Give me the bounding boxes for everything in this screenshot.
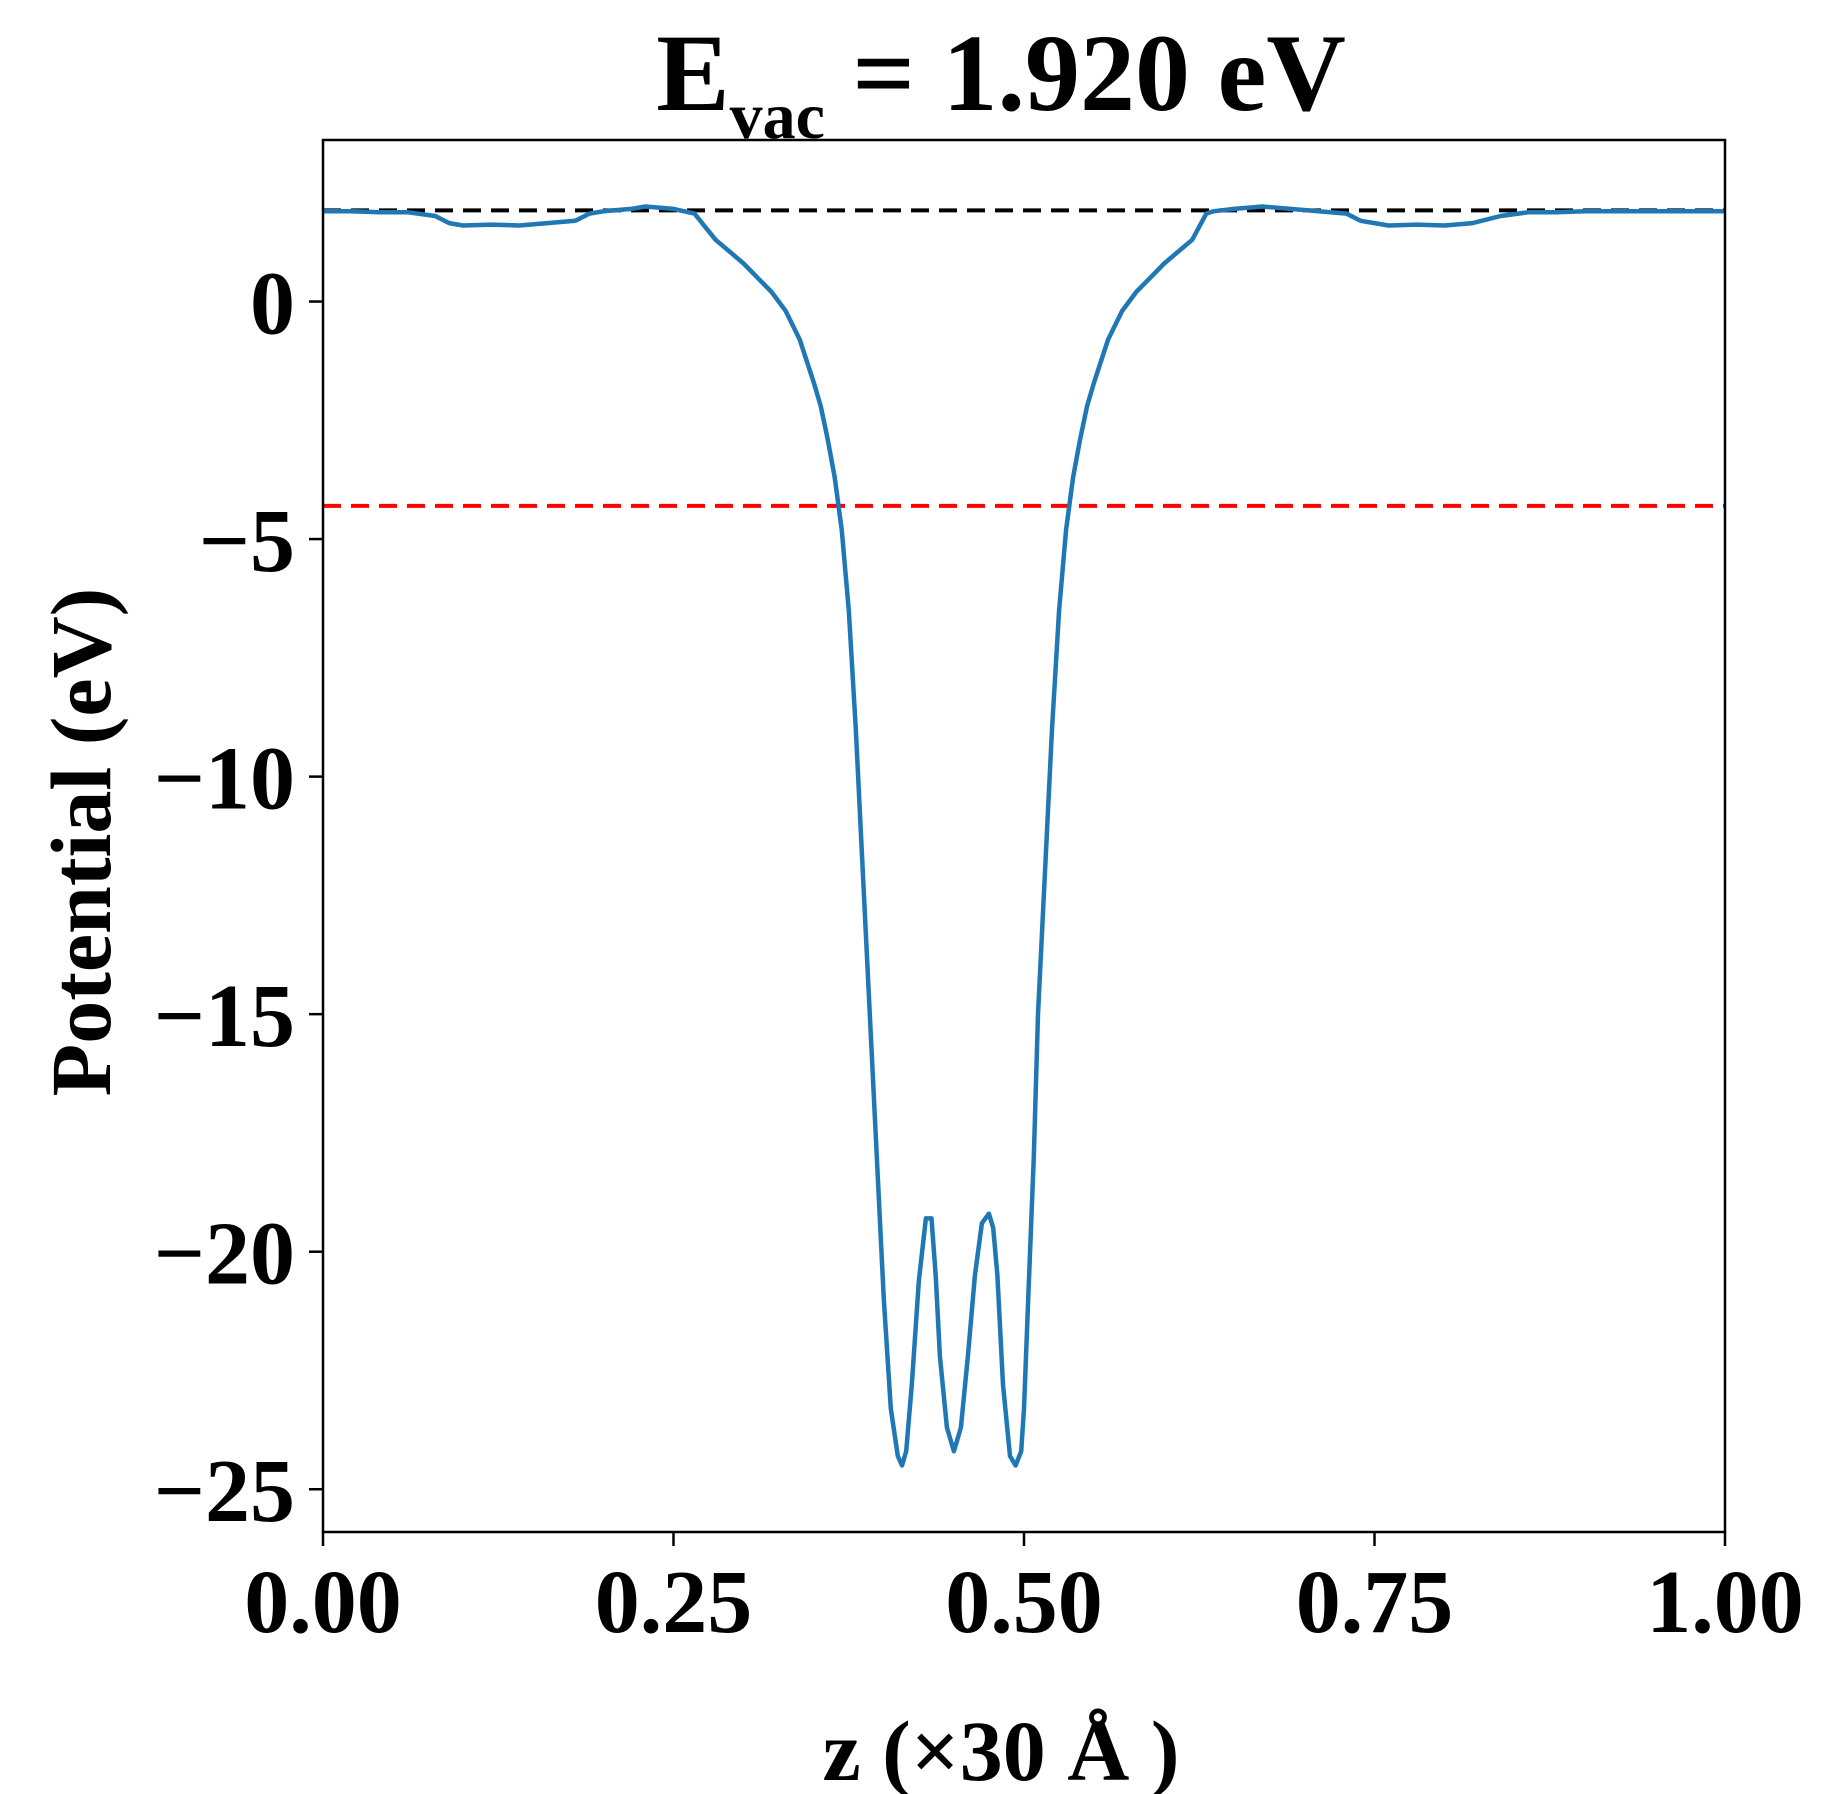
- x-tick-label: 0.25: [595, 1553, 753, 1652]
- y-tick-label: −5: [199, 492, 295, 591]
- title-main: E: [656, 12, 729, 134]
- y-tick-label: −15: [154, 967, 295, 1066]
- x-tick-label: 0.00: [244, 1553, 402, 1652]
- y-tick-label: −25: [154, 1442, 295, 1541]
- x-tick-label: 1.00: [1646, 1553, 1804, 1652]
- plot-area: 0.00 0.25 0.50 0.75 1.00 0 −5 −10 −15 −20 −25: [154, 138, 1804, 1652]
- series-line-1: [323, 204, 1725, 1468]
- x-axis-label: z (×30 Å ): [822, 1703, 1179, 1794]
- y-axis-label: Potential (eV): [33, 588, 129, 1097]
- y-tick-label: −10: [154, 730, 295, 829]
- chart-title: Evac = 1.920 eV: [656, 12, 1346, 153]
- y-tick-label: −20: [154, 1205, 295, 1304]
- y-tick-label: 0: [250, 255, 295, 354]
- title-rest: = 1.920 eV: [825, 12, 1346, 134]
- plot-frame: [321, 138, 1727, 1534]
- title-subscript: vac: [730, 80, 825, 153]
- x-tick-label: 0.75: [1296, 1553, 1454, 1652]
- x-tick-label: 0.50: [945, 1553, 1103, 1652]
